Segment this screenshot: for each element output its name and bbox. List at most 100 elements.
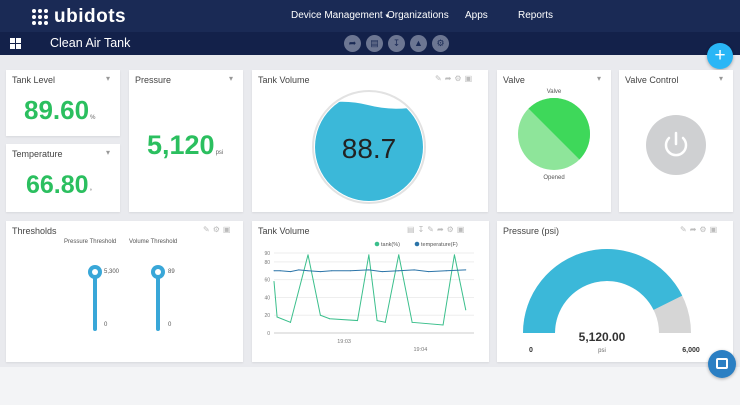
calendar-icon[interactable]: ▤: [366, 35, 383, 52]
settings-icon[interactable]: ⚙: [699, 225, 710, 234]
share-icon[interactable]: ➦: [344, 35, 361, 52]
data-point: [329, 318, 331, 320]
legend-swatch: [414, 241, 420, 247]
caret-down-icon[interactable]: ▾: [229, 74, 234, 83]
pressure-widget: Pressure ▾ 5,120psi: [129, 70, 243, 212]
temperature-number: 66.80: [26, 171, 89, 199]
delete-icon[interactable]: ▣: [464, 74, 476, 83]
edit-icon[interactable]: ✎: [680, 225, 690, 234]
widget-title: Pressure: [135, 75, 172, 85]
chat-support-button[interactable]: [708, 350, 736, 378]
pressure-gauge-widget: Pressure (psi) ✎➦⚙▣ 5,120.00 psi 0 6,000: [497, 221, 733, 362]
tank-level-widget: Tank Level ▾ 89.60%: [6, 70, 120, 136]
pressure-gauge-max: 6,000: [682, 347, 700, 354]
nav-apps[interactable]: Apps: [465, 10, 488, 21]
download-icon[interactable]: ↧: [388, 35, 405, 52]
widget-title: Tank Level: [12, 75, 56, 85]
power-icon: [664, 136, 688, 157]
temperature-widget: Temperature ▾ 66.80°: [6, 144, 120, 212]
settings-icon[interactable]: ⚙: [212, 225, 223, 234]
data-point: [307, 270, 309, 272]
edit-icon[interactable]: ✎: [427, 225, 437, 234]
data-point: [319, 271, 321, 273]
logo-text: ubidots: [54, 6, 127, 27]
pressure-threshold-label: Pressure Threshold: [64, 239, 117, 245]
valve-control-widget: Valve Control ▾: [619, 70, 733, 212]
temperature-value: 66.80°: [26, 171, 92, 200]
y-tick-label: 60: [264, 278, 270, 284]
settings-icon[interactable]: ⚙: [446, 225, 457, 234]
edit-icon[interactable]: ✎: [203, 225, 213, 234]
calendar-icon[interactable]: ▤: [407, 225, 418, 234]
tank-volume-gauge-widget: Tank Volume ✎➦⚙▣ 88.7: [252, 70, 488, 212]
pressure-threshold-track[interactable]: [93, 271, 97, 331]
caret-down-icon[interactable]: ▾: [597, 74, 602, 83]
valve-dark: [518, 98, 590, 170]
caret-down-icon[interactable]: ▾: [106, 74, 111, 83]
tank-level-value: 89.60%: [24, 95, 95, 126]
nav-device-management[interactable]: Device Management ▾: [291, 10, 389, 21]
add-widget-button[interactable]: +: [707, 43, 733, 69]
series-line: [274, 269, 466, 273]
data-point: [273, 280, 275, 282]
data-point: [319, 314, 321, 316]
pressure-gauge-value: 5,120.00: [579, 330, 626, 344]
logo-dots-icon: [32, 9, 48, 25]
pressure-value: 5,120psi: [147, 130, 223, 161]
valve-label: Valve: [546, 89, 562, 95]
data-point: [384, 321, 386, 323]
settings-icon[interactable]: ⚙: [454, 74, 465, 83]
delete-icon[interactable]: ▣: [709, 225, 721, 234]
tank-level-unit: %: [90, 115, 96, 121]
widget-tools: ✎⚙▣: [203, 225, 233, 234]
data-point: [349, 270, 351, 272]
data-point: [298, 269, 300, 271]
volume-threshold-min: 0: [168, 322, 172, 328]
dashboard-menu-icon[interactable]: [10, 38, 21, 49]
dashboard-title: Clean Air Tank: [50, 36, 131, 50]
data-point: [331, 270, 333, 272]
caret-down-icon[interactable]: ▾: [719, 74, 724, 83]
share-icon[interactable]: ➦: [689, 225, 700, 234]
legend-swatch: [374, 241, 380, 247]
valve-state: Opened: [543, 175, 565, 181]
y-tick-label: 90: [264, 251, 270, 257]
nav-organizations[interactable]: Organizations: [387, 10, 449, 21]
widget-title: Pressure (psi): [503, 226, 560, 236]
footer-area: [0, 367, 740, 405]
data-point: [376, 320, 378, 322]
data-point: [428, 271, 430, 273]
data-point: [273, 270, 275, 272]
caret-down-icon[interactable]: ▾: [106, 148, 111, 157]
volume-threshold-handle[interactable]: [151, 265, 165, 279]
widget-title: Valve Control: [625, 75, 679, 85]
delete-icon[interactable]: ▣: [222, 225, 234, 234]
x-tick-label: 19:04: [414, 347, 428, 353]
data-point: [445, 270, 447, 272]
share-icon[interactable]: ➦: [444, 74, 455, 83]
pressure-threshold-handle[interactable]: [88, 265, 102, 279]
volume-threshold-track[interactable]: [156, 271, 160, 331]
power-button[interactable]: [619, 70, 733, 212]
ubidots-logo[interactable]: ubidots: [32, 6, 126, 28]
tank-gauge-svg: 88.7: [312, 90, 426, 204]
delete-icon[interactable]: ▣: [456, 225, 468, 234]
data-point: [411, 321, 413, 323]
data-point: [279, 270, 281, 272]
pressure-number: 5,120: [147, 130, 215, 160]
nav-reports[interactable]: Reports: [518, 10, 554, 21]
export-icon[interactable]: ▲: [410, 35, 427, 52]
data-point: [307, 254, 309, 256]
data-point: [368, 254, 370, 256]
valve-indicator: [518, 98, 590, 170]
pressure-threshold-min: 0: [104, 322, 108, 328]
share-icon[interactable]: ➦: [436, 225, 447, 234]
data-point: [368, 269, 370, 271]
settings-icon[interactable]: ⚙: [432, 35, 449, 52]
widget-title: Valve: [503, 75, 525, 85]
edit-icon[interactable]: ✎: [435, 74, 445, 83]
widget-title: Thresholds: [12, 226, 57, 236]
y-tick-label: 80: [264, 260, 270, 266]
download-icon[interactable]: ↧: [417, 225, 428, 234]
caret-down-icon: ▾: [385, 13, 390, 20]
